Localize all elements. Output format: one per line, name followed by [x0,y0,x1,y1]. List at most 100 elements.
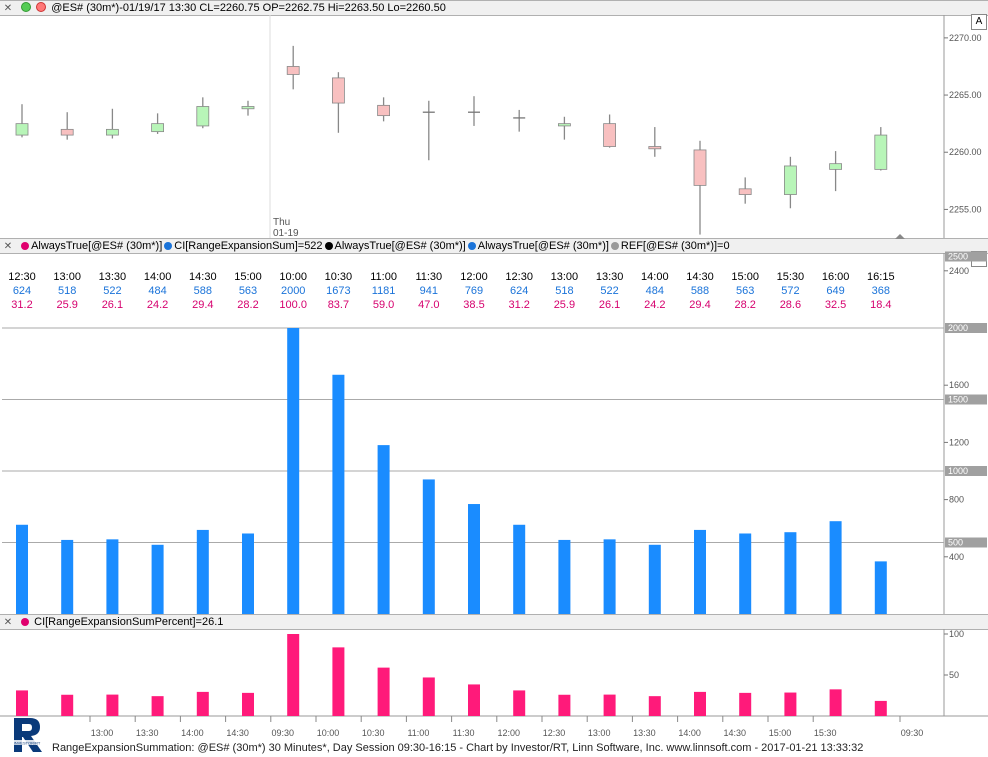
table-percent: 26.1 [599,299,620,311]
mid-axis-box-label: 2500 [948,252,968,262]
table-percent: 28.6 [780,299,801,311]
pct-tick-label: 50 [949,670,959,680]
table-value: 649 [826,285,844,297]
candle-body [558,123,571,127]
date-marker-day: Thu [273,217,290,228]
bar-range-expansion-sum [377,445,390,614]
bar-range-expansion-sum [61,539,74,614]
indicator-pane-title-bar: ✕ AlwaysTrue[@ES# (30m*)] CI[RangeExpansi… [0,238,988,254]
price-pane-title-bar: ✕ @ES# (30m*)-01/19/17 13:30 CL=2260.75 … [0,0,988,16]
close-pane-icon[interactable]: ✕ [3,617,13,628]
time-tick-label: 13:00 [588,728,611,738]
candle-body [874,134,888,170]
time-tick-label: 14:30 [226,728,249,738]
table-time: 12:30 [505,271,533,283]
candle-body [196,106,210,127]
scroll-marker [895,234,905,239]
mid-axis-box-label: 1500 [948,395,968,405]
legend-dot [21,618,30,626]
bar-range-expansion-percent [242,692,254,716]
legend-dot [467,242,476,250]
table-time: 16:00 [822,271,850,283]
time-tick-label: 10:00 [317,728,340,738]
status-dot-green [21,2,32,12]
mid-tick-label: 1600 [949,380,969,390]
table-value: 941 [420,285,438,297]
mid-axis-box [945,251,987,262]
bar-range-expansion-sum [694,529,706,614]
table-time: 15:00 [731,271,759,283]
bar-range-expansion-sum [829,521,842,614]
time-tick-label: 15:00 [769,728,792,738]
status-dot-red [36,2,47,12]
close-pane-icon[interactable]: ✕ [3,3,13,14]
bar-range-expansion-sum [287,328,300,614]
table-time: 12:00 [460,271,488,283]
bar-range-expansion-percent [874,700,887,716]
candle-body [784,165,797,195]
time-tick-label: 14:30 [724,728,747,738]
time-tick-label: 11:30 [453,728,475,738]
bar-range-expansion-percent [61,694,74,716]
time-tick-label: 13:30 [136,728,159,738]
candle-body [377,104,391,117]
table-percent: 100.0 [279,299,307,311]
bar-range-expansion-sum [106,539,119,614]
table-time: 11:00 [370,271,397,283]
mid-axis-box-label: 2000 [948,323,968,333]
table-time: 12:30 [8,271,36,283]
table-percent: 59.0 [373,299,394,311]
table-percent: 31.2 [508,299,529,311]
legend-dot [324,242,333,250]
table-percent: 31.2 [11,299,32,311]
table-value: 522 [103,285,121,297]
bar-range-expansion-percent [196,691,209,716]
symbol-info: @ES# (30m*)-01/19/17 13:30 CL=2260.75 OP… [51,2,446,14]
table-value: 368 [872,285,890,297]
table-percent: 38.5 [463,299,484,311]
bar-range-expansion-sum [196,529,209,614]
bar-range-expansion-sum [468,504,480,614]
legend-label: AlwaysTrue[@ES# (30m*)] [31,240,163,252]
table-percent: 29.4 [192,299,213,311]
table-percent: 32.5 [825,299,846,311]
candle-body [738,188,752,195]
table-time: 13:00 [53,271,81,283]
table-value: 518 [58,285,76,297]
bar-range-expansion-percent [422,677,435,716]
close-pane-icon[interactable]: ✕ [3,241,13,252]
candle-body [829,163,842,170]
time-tick-label: 15:30 [814,728,837,738]
legend-label: AlwaysTrue[@ES# (30m*)] [477,240,609,252]
time-tick-label: 10:30 [362,728,385,738]
mid-tick-label: 2400 [949,266,969,276]
table-percent: 29.4 [689,299,710,311]
table-time: 15:00 [234,271,262,283]
price-tick-label: 2255.00 [949,204,982,214]
price-tick-label: 2265.00 [949,90,982,100]
bar-range-expansion-percent [603,694,616,716]
bar-range-expansion-sum [422,479,435,614]
table-percent: 28.2 [734,299,755,311]
bar-range-expansion-sum [513,524,526,614]
auto-scale-button[interactable]: A [971,14,987,30]
bar-range-expansion-sum [332,374,345,614]
bar-range-expansion-sum [784,532,797,614]
mid-tick-label: 800 [949,495,964,505]
bar-range-expansion-percent [151,696,164,716]
time-tick-label: 09:30 [901,728,924,738]
legend-dot [610,242,619,250]
bar-range-expansion-percent [377,667,390,716]
mid-tick-label: 400 [949,552,964,562]
bar-range-expansion-percent [287,634,300,716]
bar-range-expansion-percent [829,689,842,716]
table-percent: 47.0 [418,299,439,311]
table-time: 13:30 [596,271,624,283]
table-time: 14:30 [686,271,714,283]
mid-axis-box [945,537,987,548]
table-value: 484 [148,285,166,297]
bar-range-expansion-percent [648,696,661,716]
table-time: 15:30 [777,271,805,283]
mid-axis-box [945,394,987,405]
